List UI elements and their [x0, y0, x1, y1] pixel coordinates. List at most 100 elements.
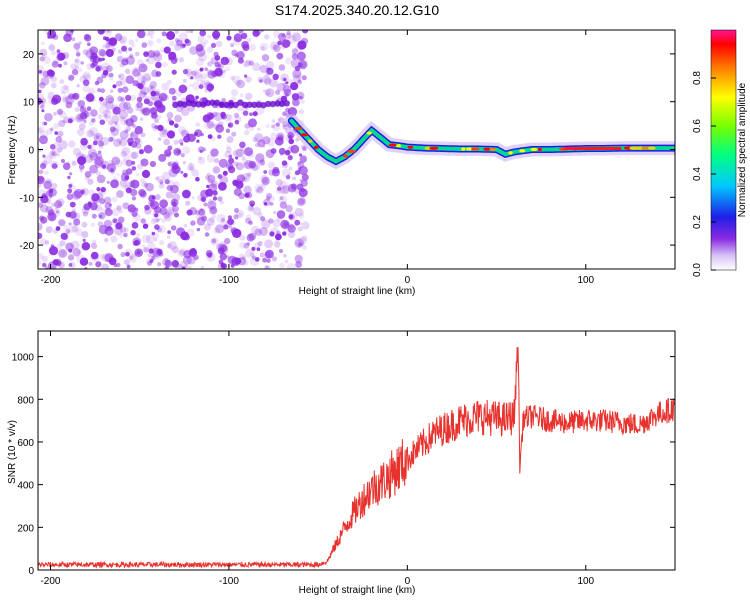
spectrogram-noise-dot [200, 265, 204, 269]
spectrogram-noise-dot [86, 106, 92, 111]
snr-series-line [38, 347, 675, 570]
spectrogram-noise-dot [126, 107, 134, 114]
spectrogram-noise-dot [124, 184, 132, 192]
spectrogram-noise-dot [202, 147, 207, 152]
spectrogram-noise-dot [257, 76, 263, 83]
spectrogram-noise-dot [208, 183, 218, 193]
spectrogram-noise-dot [126, 168, 133, 175]
spectrogram-noise-dot [232, 37, 241, 46]
spectrogram-noise-dot [40, 163, 47, 170]
spectrogram-noise-dot [138, 63, 148, 73]
spectrogram-noise-dot [195, 95, 199, 100]
spectrogram-noise-dot [120, 150, 127, 157]
spectrogram-noise-dot [256, 186, 264, 194]
spectrogram-noise-dot [39, 82, 43, 86]
spectrogram-noise-dot [257, 139, 266, 148]
spectrogram-noise-dot [278, 64, 286, 71]
spectrogram-band-dot [195, 101, 202, 108]
spectrogram-noise-dot [118, 101, 129, 112]
spectrogram-noise-dot [90, 62, 96, 69]
spectrogram-noise-dot [206, 184, 210, 189]
spectrogram-noise-dot [72, 92, 80, 100]
spectrogram-noise-dot [206, 112, 215, 121]
spectrogram-noise-dot [143, 92, 147, 96]
spectrogram-noise-dot [255, 153, 265, 163]
spectrogram-noise-dot [195, 122, 201, 127]
spectrogram-noise-dot [137, 107, 142, 112]
spectrogram-noise-dot [302, 146, 307, 152]
spectrogram-y-tick-label: -20 [20, 241, 35, 252]
spectrogram-noise-dot [233, 112, 240, 118]
spectrogram-noise-dot [183, 173, 188, 178]
spectrogram-noise-dot [43, 191, 48, 195]
spectrogram-noise-dot [100, 62, 111, 72]
spectrogram-noise-dot [231, 131, 237, 137]
spectrogram-noise-dot [225, 114, 232, 121]
spectrogram-noise-dot [125, 251, 130, 257]
spectrogram-noise-dot [171, 95, 177, 101]
spectrogram-noise-dot [115, 178, 120, 184]
spectrogram-noise-dot [136, 101, 143, 109]
spectrogram-noise-dot [132, 68, 141, 77]
spectrogram-noise-dot [271, 256, 277, 262]
spectrogram-noise-dot [52, 94, 62, 104]
spectrogram-noise-dot [171, 260, 179, 268]
spectrogram-noise-dot [90, 242, 98, 249]
spectrogram-noise-dot [280, 185, 290, 195]
spectrogram-noise-dot [125, 50, 129, 54]
spectrogram-noise-dot [297, 226, 303, 232]
spectrogram-noise-dot [47, 199, 52, 204]
spectrogram-noise-dot [122, 202, 130, 210]
spectrogram-noise-dot [253, 242, 261, 250]
spectrogram-noise-dot [206, 120, 215, 129]
spectrogram-noise-dot [136, 75, 146, 84]
spectrogram-noise-dot [115, 221, 123, 229]
spectrogram-noise-dot [81, 221, 88, 228]
spectrogram-noise-dot [155, 176, 160, 181]
spectrogram-noise-dot [277, 185, 286, 194]
spectrogram-noise-dot [153, 50, 161, 57]
spectrogram-noise-dot [124, 119, 128, 124]
spectrogram-noise-dot [236, 51, 245, 60]
spectrogram-noise-dot [196, 217, 206, 226]
spectrogram-noise-dot [137, 83, 144, 90]
spectrogram-noise-dot [89, 202, 98, 211]
spectrogram-noise-dot [254, 142, 260, 148]
spectrogram-noise-dot [199, 208, 204, 212]
spectrogram-noise-dot [110, 235, 118, 243]
spectrogram-noise-dot [270, 132, 278, 140]
spectrogram-noise-dot [233, 161, 239, 167]
spectrogram-noise-dot [249, 205, 254, 211]
spectrogram-noise-dot [141, 42, 148, 48]
spectrogram-noise-dot [206, 218, 215, 226]
spectrogram-frequency-track [284, 113, 675, 170]
spectrogram-noise-dot [195, 214, 202, 220]
spectrogram-noise-dot [40, 218, 46, 225]
spectrogram-noise-dot [68, 93, 75, 100]
spectrogram-noise-dot [108, 160, 115, 166]
spectrogram-noise-dot [97, 221, 104, 228]
spectrogram-noise-dot [54, 200, 63, 209]
spectrogram-noise-dot [152, 216, 159, 224]
spectrogram-noise-dot [48, 246, 59, 256]
spectrogram-noise-dot [198, 41, 206, 49]
spectrogram-noise-dot [171, 246, 179, 254]
spectrogram-noise-dot [245, 76, 252, 83]
spectrogram-noise-dot [85, 114, 89, 118]
spectrogram-noise-dot [168, 160, 177, 169]
spectrogram-noise-dot [46, 70, 55, 79]
spectrogram-noise-dot [207, 61, 213, 67]
spectrogram-noise-dot [278, 248, 284, 254]
snr-panel: -200 -100 0 100 0 200 400 600 800 1000 Height of… [7, 330, 676, 596]
spectrogram-noise-dot [176, 149, 183, 156]
spectrogram-noise-dot [144, 222, 150, 228]
spectrogram-noise-dot [116, 80, 123, 87]
spectrogram-noise-dot [66, 193, 74, 201]
spectrogram-noise-dot [38, 65, 45, 74]
spectrogram-noise-dot [296, 79, 303, 85]
spectrogram-noise-dot [154, 118, 159, 123]
spectrogram-noise-dot [118, 73, 125, 80]
spectrogram-noise-dot [109, 126, 116, 133]
spectrogram-noise-dot [240, 32, 248, 40]
spectrogram-noise-dot [111, 156, 121, 166]
